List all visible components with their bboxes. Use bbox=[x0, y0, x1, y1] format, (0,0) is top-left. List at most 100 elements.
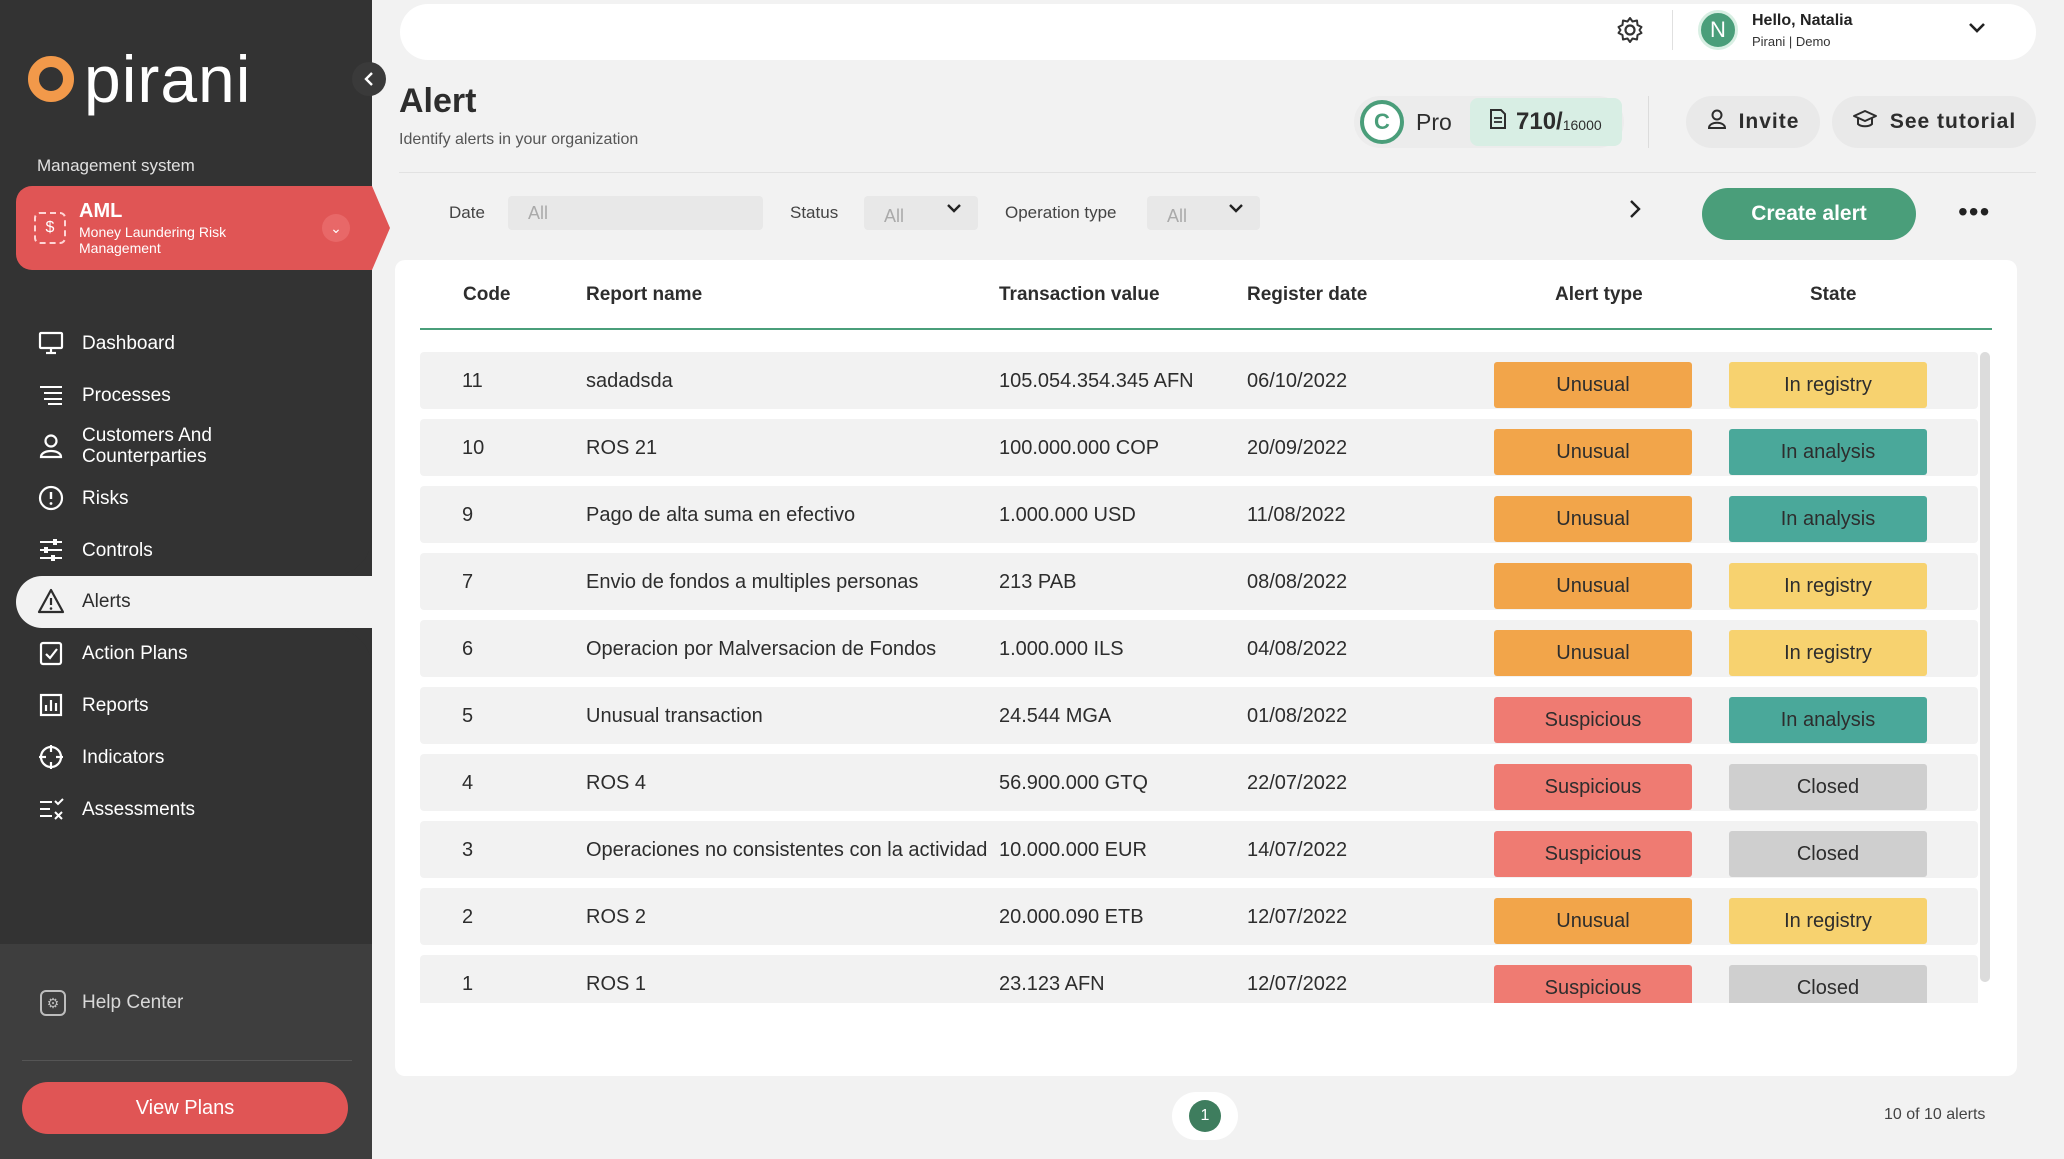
cell-register-date: 01/08/2022 bbox=[1247, 705, 1348, 727]
table-row[interactable]: 5 Unusual transaction 24.544 MGA 01/08/2… bbox=[420, 687, 1978, 744]
sidebar-item-assessments[interactable]: Assessments bbox=[36, 794, 195, 824]
invite-button[interactable]: Invite bbox=[1686, 96, 1820, 148]
chevron-down-icon[interactable] bbox=[1968, 18, 1986, 39]
sidebar-item-label: Assessments bbox=[82, 798, 195, 820]
sidebar-item-dashboard[interactable]: Dashboard bbox=[36, 328, 175, 358]
help-center-link[interactable]: ⚙ Help Center bbox=[40, 990, 183, 1016]
cell-report-name: ROS 4 bbox=[586, 772, 647, 794]
more-options-icon[interactable]: ••• bbox=[1958, 196, 1991, 227]
sidebar-item-reports[interactable]: Reports bbox=[36, 690, 149, 720]
alert-type-badge: Unusual bbox=[1494, 630, 1692, 676]
module-title: AML bbox=[79, 200, 123, 222]
create-alert-button[interactable]: Create alert bbox=[1702, 188, 1916, 240]
cell-code: 2 bbox=[462, 906, 474, 928]
page-button[interactable]: 1 bbox=[1189, 1100, 1221, 1132]
table-body: 11 sadadsda 105.054.354.345 AFN 06/10/20… bbox=[420, 350, 1980, 1003]
avatar[interactable]: N bbox=[1698, 10, 1738, 50]
table-row[interactable]: 11 sadadsda 105.054.354.345 AFN 06/10/20… bbox=[420, 352, 1978, 409]
alert-type-badge: Unusual bbox=[1494, 563, 1692, 609]
sidebar-item-controls[interactable]: Controls bbox=[36, 535, 153, 565]
logo-mark-icon bbox=[28, 56, 74, 102]
state-badge: Closed bbox=[1729, 965, 1927, 1003]
cell-transaction-value: 213 PAB bbox=[999, 571, 1077, 593]
credits-total: 16000 bbox=[1562, 117, 1602, 133]
sidebar-item-indicators[interactable]: Indicators bbox=[36, 742, 164, 772]
table-row[interactable]: 4 ROS 4 56.900.000 GTQ 22/07/2022 Suspic… bbox=[420, 754, 1978, 811]
view-plans-button[interactable]: View Plans bbox=[22, 1082, 348, 1134]
help-center-label: Help Center bbox=[82, 992, 184, 1013]
monitor-icon bbox=[36, 328, 66, 358]
module-selector[interactable]: $ AML Money Laundering Risk Management ⌄ bbox=[16, 186, 390, 270]
divider bbox=[22, 1060, 352, 1061]
cell-code: 10 bbox=[462, 437, 485, 459]
column-header-code[interactable]: Code bbox=[463, 284, 511, 305]
sidebar-item-customers[interactable]: Customers And Counterparties bbox=[36, 425, 262, 467]
table-row[interactable]: 10 ROS 21 100.000.000 COP 20/09/2022 Unu… bbox=[420, 419, 1978, 476]
table-row[interactable]: 3 Operaciones no consistentes con la act… bbox=[420, 821, 1978, 878]
alerts-count: 10 of 10 alerts bbox=[1884, 1106, 1986, 1123]
table-row[interactable]: 1 ROS 1 23.123 AFN 12/07/2022 Suspicious… bbox=[420, 955, 1978, 1003]
sidebar-item-risks[interactable]: Risks bbox=[36, 483, 128, 513]
sidebar-item-label: Processes bbox=[82, 384, 171, 406]
column-header-transaction-value[interactable]: Transaction value bbox=[999, 284, 1160, 305]
scrollbar-thumb[interactable] bbox=[1980, 352, 1990, 982]
user-org: Pirani | Demo bbox=[1752, 34, 1831, 49]
column-header-state[interactable]: State bbox=[1810, 284, 1857, 305]
cell-register-date: 06/10/2022 bbox=[1247, 370, 1348, 392]
see-tutorial-label: See tutorial bbox=[1889, 110, 2017, 133]
cell-register-date: 20/09/2022 bbox=[1247, 437, 1348, 459]
plan-logo-icon: C bbox=[1360, 100, 1404, 144]
credits-counter: 710/ 16000 bbox=[1470, 98, 1622, 146]
gear-icon[interactable] bbox=[1616, 16, 1644, 51]
cell-register-date: 11/08/2022 bbox=[1247, 504, 1346, 526]
column-header-alert-type[interactable]: Alert type bbox=[1555, 284, 1643, 305]
cell-transaction-value: 20.000.090 ETB bbox=[999, 906, 1144, 928]
person-icon bbox=[36, 431, 66, 461]
date-placeholder: All bbox=[528, 202, 549, 223]
chevron-down-icon[interactable]: ⌄ bbox=[322, 214, 350, 242]
cell-report-name: ROS 2 bbox=[586, 906, 647, 928]
cell-code: 3 bbox=[462, 839, 474, 861]
alert-type-badge: Unusual bbox=[1494, 429, 1692, 475]
table-row[interactable]: 6 Operacion por Malversacion de Fondos 1… bbox=[420, 620, 1978, 677]
sidebar-item-label: Controls bbox=[82, 539, 153, 561]
collapse-sidebar-button[interactable] bbox=[352, 62, 386, 96]
status-filter-select[interactable]: All bbox=[864, 196, 978, 230]
chevron-right-icon[interactable] bbox=[1628, 198, 1642, 226]
column-header-register-date[interactable]: Register date bbox=[1247, 284, 1368, 305]
cell-register-date: 12/07/2022 bbox=[1247, 906, 1348, 928]
table-row[interactable]: 9 Pago de alta suma en efectivo 1.000.00… bbox=[420, 486, 1978, 543]
alert-type-badge: Unusual bbox=[1494, 898, 1692, 944]
cell-register-date: 08/08/2022 bbox=[1247, 571, 1348, 593]
table-row[interactable]: 2 ROS 2 20.000.090 ETB 12/07/2022 Unusua… bbox=[420, 888, 1978, 945]
column-header-report-name[interactable]: Report name bbox=[586, 284, 703, 305]
cell-code: 5 bbox=[462, 705, 474, 727]
operation-type-select[interactable]: All bbox=[1147, 196, 1260, 230]
cell-report-name: ROS 21 bbox=[586, 437, 658, 459]
cell-code: 4 bbox=[462, 772, 474, 794]
user-greeting: Hello, Natalia bbox=[1752, 12, 1853, 29]
chevron-down-icon bbox=[1228, 202, 1244, 220]
document-icon bbox=[1488, 108, 1508, 136]
cell-code: 6 bbox=[462, 638, 474, 660]
help-icon: ⚙ bbox=[40, 990, 66, 1016]
sidebar-item-label: Action Plans bbox=[82, 642, 188, 664]
state-badge: In analysis bbox=[1729, 429, 1927, 475]
status-filter-label: Status bbox=[790, 203, 839, 222]
sidebar-item-processes[interactable]: Processes bbox=[36, 380, 171, 410]
date-filter-input[interactable]: All bbox=[508, 196, 763, 230]
sidebar-item-label: Dashboard bbox=[82, 332, 175, 354]
table-row[interactable]: 7 Envio de fondos a multiples personas 2… bbox=[420, 553, 1978, 610]
cell-register-date: 22/07/2022 bbox=[1247, 772, 1348, 794]
see-tutorial-button[interactable]: See tutorial bbox=[1832, 96, 2036, 148]
plan-name: Pro bbox=[1416, 109, 1452, 135]
cell-code: 7 bbox=[462, 571, 474, 593]
sidebar-item-alerts[interactable]: Alerts bbox=[36, 586, 131, 616]
alert-type-badge: Suspicious bbox=[1494, 764, 1692, 810]
module-subtitle: Money Laundering Risk Management bbox=[79, 224, 227, 256]
plan-badge[interactable]: C Pro 710/ 16000 bbox=[1354, 96, 1624, 148]
sidebar-item-label: Risks bbox=[82, 487, 129, 509]
pirani-logo[interactable]: pirani bbox=[28, 46, 251, 112]
sliders-icon bbox=[36, 535, 66, 565]
sidebar-item-action-plans[interactable]: Action Plans bbox=[36, 638, 188, 668]
